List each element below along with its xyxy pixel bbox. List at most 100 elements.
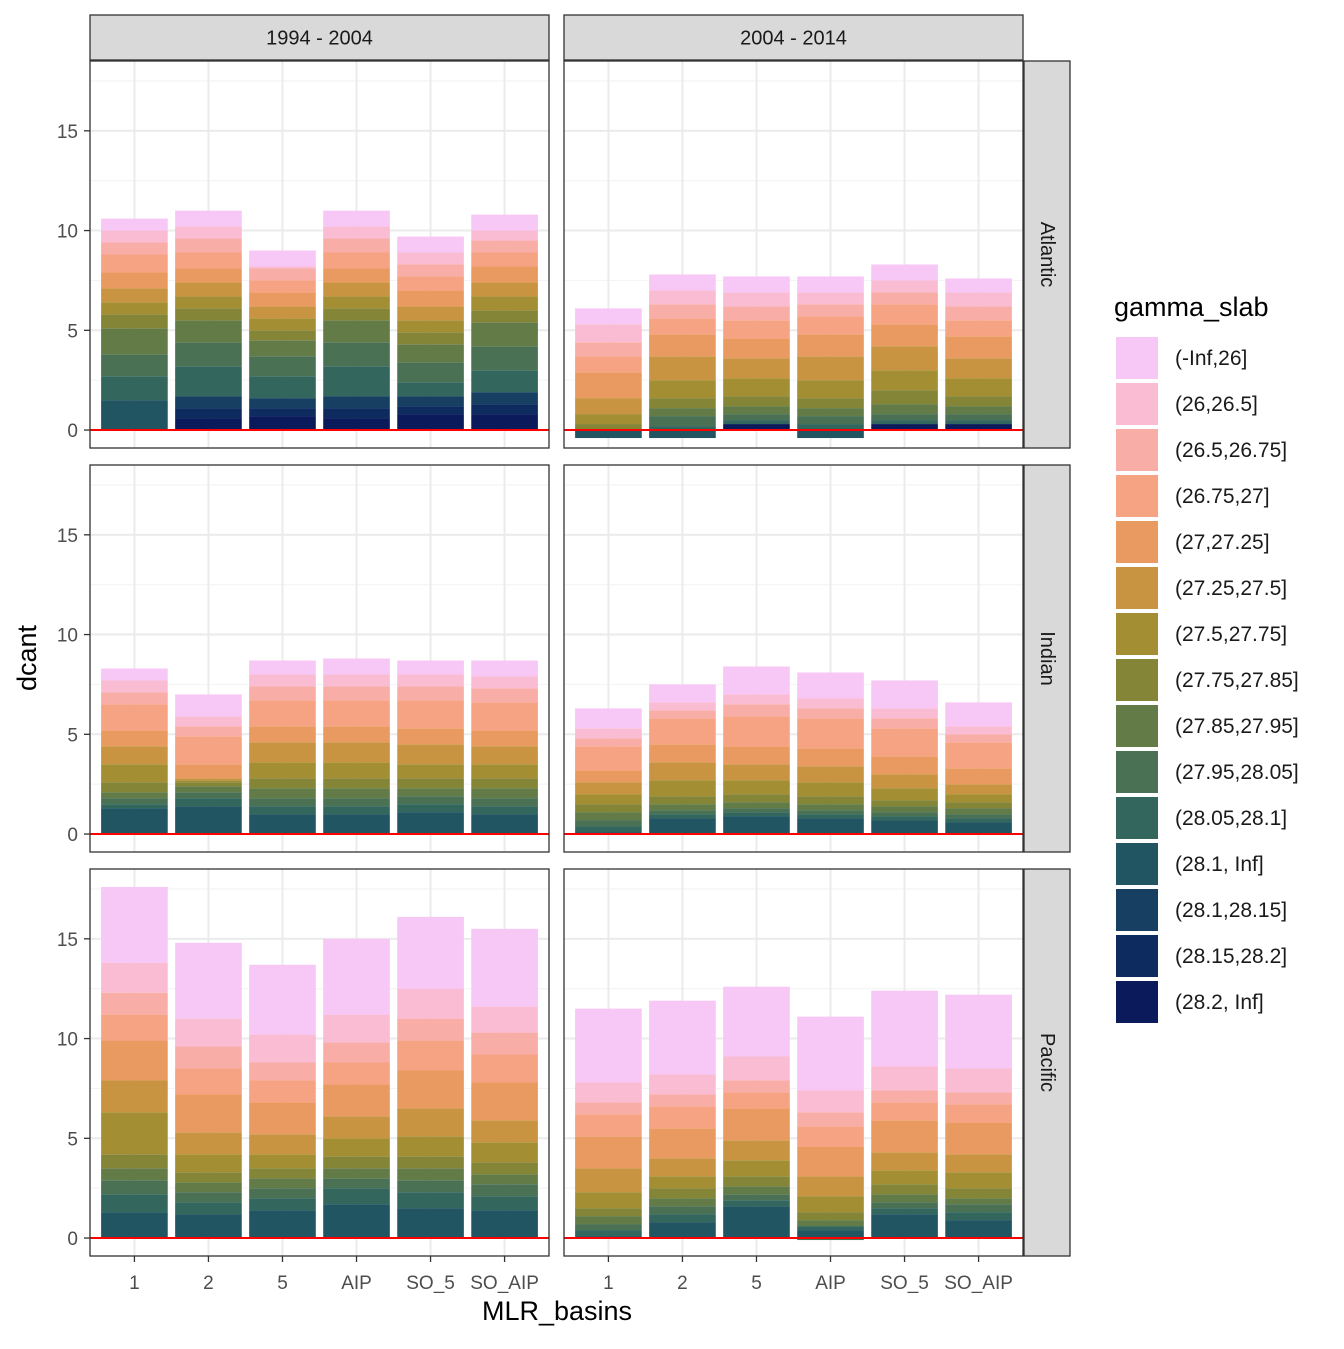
bar-segment [175,1046,242,1069]
bar-segment [175,792,242,799]
legend-key [1116,521,1158,563]
bar-segment [175,786,242,793]
legend-label: (27,27.25] [1175,531,1270,554]
bar-segment [397,236,464,253]
legend-label: (27.25,27.5] [1175,577,1287,600]
bar-segment [945,414,1012,421]
bar-segment [797,766,864,783]
bar-segment [175,252,242,269]
bar-segment [323,806,390,815]
bar-segment [175,296,242,309]
bar-SO_5 [397,660,464,835]
bar-segment [471,266,538,283]
y-axis-title: dcant [12,624,42,691]
bar-segment [797,1146,864,1177]
legend-title: gamma_slab [1114,292,1269,322]
bar-segment [471,746,538,765]
bar-segment [945,808,1012,815]
bar-segment [797,398,864,409]
bar-segment [323,238,390,253]
bar-segment [101,808,168,835]
bar-segment [471,1210,538,1239]
bar-segment [723,1080,790,1093]
bar-segment [249,964,316,1035]
bar-segment [797,796,864,805]
bar-segment [945,336,1012,359]
bar-segment [723,812,790,817]
bar-segment [323,788,390,799]
bar-segment [101,376,168,401]
bar-segment [649,1128,716,1159]
bar-segment [397,1018,464,1041]
bar-segment [649,796,716,805]
legend-entry: (28.1,28.15] [1116,889,1287,931]
bar-segment [575,372,642,399]
legend-entry: (28.2, Inf] [1116,981,1264,1023]
bar-segment [323,938,390,1015]
bar-segment [945,814,1012,819]
bar-segment [945,1204,1012,1213]
bar-segment [101,302,168,315]
bar-segment [649,684,716,703]
bar-segment [649,710,716,719]
bar-segment [323,1138,390,1157]
bar-segment [575,1192,642,1209]
bar-segment [323,674,390,687]
bar-segment [723,746,790,765]
bar-segment [649,702,716,711]
bar-segment [945,768,1012,785]
legend-key [1116,981,1158,1023]
bar-5 [249,964,316,1239]
bar-segment [945,742,1012,769]
bar-segment [945,306,1012,321]
bar-2 [649,274,716,439]
bar-segment [471,788,538,799]
bar-segment [471,322,538,347]
bar-segment [175,1094,242,1133]
facet-strip-top: 2004 - 2014 [563,14,1024,61]
x-axis-title: MLR_basins [482,1296,632,1326]
y-tick-label: 5 [67,1129,78,1150]
bar-segment [101,1194,168,1213]
bar-segment [471,1032,538,1055]
bar-segment [249,250,316,267]
bar-segment [945,396,1012,407]
legend-key [1116,475,1158,517]
bar-segment [649,718,716,745]
bar-segment [723,1056,790,1081]
bar-2 [175,210,242,431]
bar-segment [397,916,464,989]
bar-SO_5 [397,236,464,431]
bar-segment [249,798,316,807]
legend-key [1116,935,1158,977]
bar-segment [249,376,316,399]
bar-segment [397,660,464,675]
y-tick-label: 0 [67,421,78,442]
bar-segment [649,1094,716,1107]
bar-1 [575,1008,642,1239]
bar-segment [649,430,716,439]
bar-segment [945,1122,1012,1155]
bar-segment [945,1220,1012,1239]
bar-segment [723,406,790,415]
bar-segment [249,318,316,331]
bar-segment [249,280,316,293]
bar-segment [323,408,390,419]
bar-segment [945,702,1012,727]
facet-panel [89,464,550,853]
bar-segment [249,398,316,409]
bar-segment [101,782,168,793]
bar-segment [101,328,168,355]
bar-segment [175,1132,242,1155]
bar-segment [471,414,538,431]
bar-segment [649,810,716,815]
bar-segment [871,1090,938,1103]
bar-segment [871,346,938,371]
bar-segment [723,1194,790,1201]
bar-segment [575,414,642,425]
bar-segment [797,748,864,767]
bar-segment [249,330,316,341]
bar-segment [397,796,464,805]
bar-segment [323,742,390,763]
